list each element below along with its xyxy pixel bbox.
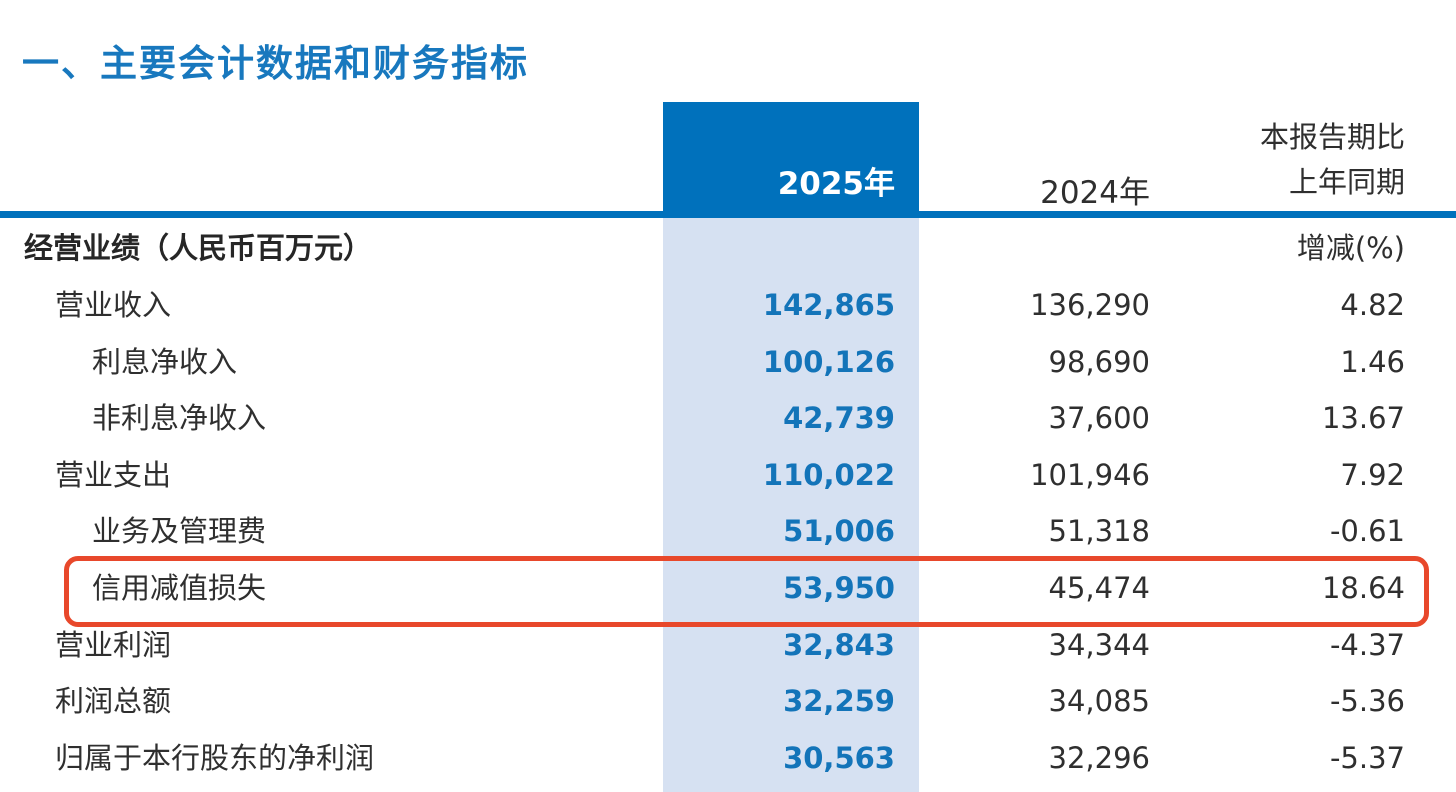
row-label: 营业收入 [55,288,172,322]
column-header-2025-block: 2025年 [663,102,919,212]
row-label: 利润总额 [55,684,172,719]
row-value-change: -4.37 [1329,627,1405,662]
column-header-compare: 本报告期比 上年同期 [1260,115,1405,205]
table-row: 业务及管理费 51,006 51,318 -0.61 [0,503,1456,560]
row-value-2024: 45,474 [1048,570,1150,605]
row-value-change: -5.37 [1329,740,1405,775]
row-value-2024: 51,318 [1048,514,1150,549]
row-label: 营业支出 [55,457,172,492]
row-value-2025: 53,950 [783,570,895,605]
row-value-2024: 34,344 [1048,627,1150,662]
row-value-change: 1.46 [1340,344,1405,379]
row-value-2025: 32,259 [783,684,895,719]
table-row: 营业支出 110,022 101,946 7.92 [0,447,1456,504]
section-header-row: 经营业绩（人民币百万元） 增减(%) [0,220,1456,277]
row-value-2024: 136,290 [1030,288,1150,322]
table-row: 营业收入 142,865 136,290 4.82 [0,277,1456,334]
row-value-change: -0.61 [1329,514,1405,549]
row-value-change: -5.36 [1329,684,1405,719]
column-2025-highlight-band [663,218,919,792]
row-value-2025: 30,563 [783,740,895,775]
row-label: 归属于本行股东的净利润 [55,740,375,775]
column-header-2024: 2024年 [1040,175,1150,211]
row-value-2024: 98,690 [1048,344,1150,379]
row-value-change: 4.82 [1340,288,1405,322]
table-row: 利润总额 32,259 34,085 -5.36 [0,673,1456,730]
table-row: 归属于本行股东的净利润 30,563 32,296 -5.37 [0,730,1456,787]
row-value-2025: 51,006 [783,514,895,549]
row-value-2025: 32,843 [783,627,895,662]
row-value-2024: 101,946 [1030,457,1150,492]
red-highlight-annotation [64,556,1429,627]
row-label: 业务及管理费 [92,514,267,549]
row-label: 非利息净收入 [92,401,267,436]
row-value-2024: 32,296 [1048,740,1150,775]
page-title: 一、主要会计数据和财务指标 [22,42,529,85]
column-header-2025: 2025年 [777,166,895,202]
table-row-highlighted: 信用减值损失 53,950 45,474 18.64 [0,560,1456,617]
table-row: 非利息净收入 42,739 37,600 13.67 [0,390,1456,447]
row-value-2025: 110,022 [762,457,895,492]
header-divider-line [0,211,1456,218]
row-value-2025: 42,739 [783,401,895,436]
column-header-compare-line2: 上年同期 [1288,165,1405,199]
row-value-2025: 100,126 [762,344,895,379]
column-header-compare-line1: 本报告期比 [1259,120,1405,154]
row-value-2024: 34,085 [1048,684,1150,719]
row-value-change: 18.64 [1321,570,1405,605]
row-value-change: 13.67 [1321,401,1405,436]
row-label: 利息净收入 [92,344,238,379]
row-label: 信用减值损失 [92,570,267,605]
section-header-label: 经营业绩（人民币百万元） [24,231,373,265]
row-label: 营业利润 [55,627,172,662]
change-percent-header: 增减(%) [1296,231,1405,265]
table-body: 营业收入 142,865 136,290 4.82 利息净收入 100,126 … [0,277,1456,786]
table-row: 营业利润 32,843 34,344 -4.37 [0,617,1456,674]
row-value-change: 7.92 [1340,457,1405,492]
row-value-2025: 142,865 [762,288,895,322]
row-value-2024: 37,600 [1048,401,1150,436]
table-row: 利息净收入 100,126 98,690 1.46 [0,334,1456,391]
